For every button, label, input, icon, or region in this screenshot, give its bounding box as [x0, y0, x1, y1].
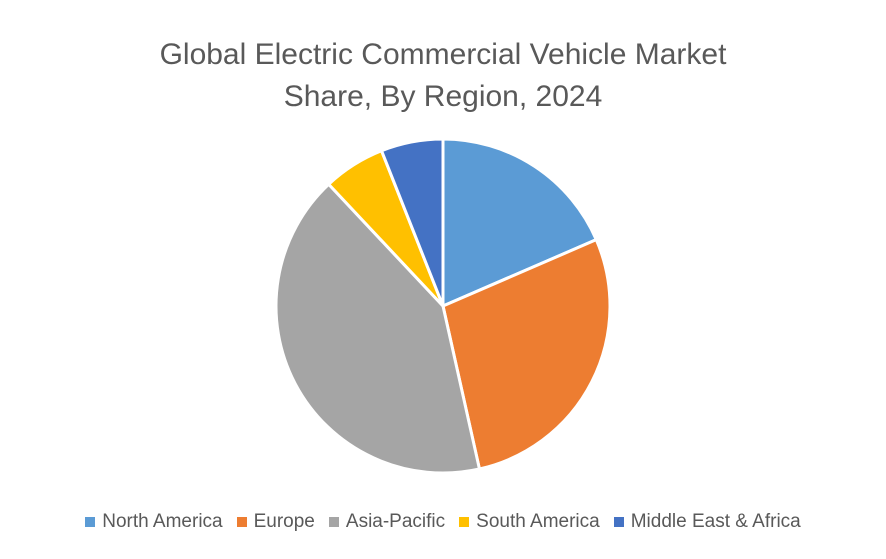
legend-item-europe: Europe [236, 511, 315, 533]
legend-label-asia-pacific: Asia-Pacific [345, 511, 446, 532]
legend-label-south-america: South America [476, 511, 600, 532]
pie-slice-middle-east-africa [380, 137, 445, 308]
legend-item-north-america: North America [85, 511, 223, 533]
legend-swatch-south-america [459, 517, 470, 527]
pie-slice-europe [441, 238, 612, 471]
pie-slice-north-america [441, 137, 598, 308]
legend-item-south-america: South America [459, 511, 600, 533]
legend-label-middle-east-africa: Middle East & Africa [630, 511, 801, 532]
legend-swatch-middle-east-africa [613, 517, 624, 527]
legend-item-asia-pacific: Asia-Pacific [328, 511, 446, 533]
chart-title-line-1: Global Electric Commercial Vehicle Marke… [159, 38, 727, 71]
chart-legend: North America Europe Asia-Pacific South … [0, 511, 886, 533]
legend-label-europe: Europe [253, 511, 315, 532]
pie-slice-asia-pacific [274, 182, 481, 475]
legend-swatch-europe [236, 517, 247, 527]
legend-label-north-america: North America [102, 511, 223, 532]
legend-swatch-north-america [85, 517, 96, 527]
legend-swatch-asia-pacific [328, 517, 339, 527]
chart-title-line-2: Share, By Region, 2024 [283, 80, 603, 113]
legend-item-middle-east-africa: Middle East & Africa [613, 511, 801, 533]
chart-title: Global Electric Commercial Vehicle Marke… [40, 34, 846, 118]
